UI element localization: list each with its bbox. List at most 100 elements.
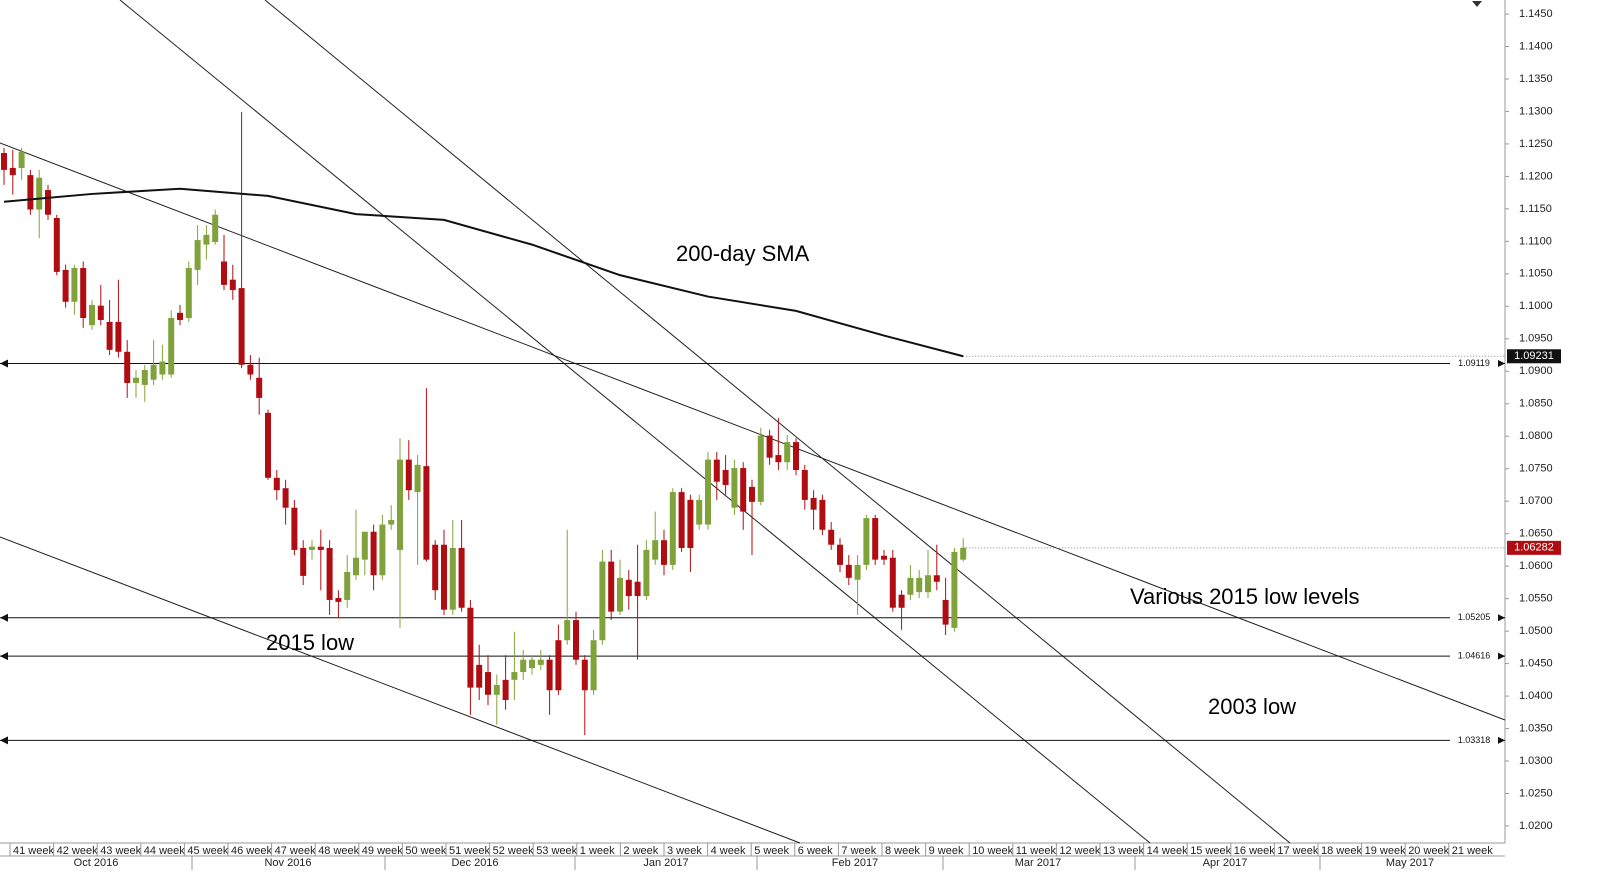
x-tick-label: 21 week [1452,845,1493,857]
y-tick-label: 1.1350 [1519,73,1553,85]
candle-body [326,547,333,600]
level-arrow [0,359,8,368]
x-tick-label: 6 week [798,845,833,857]
candle-body [397,459,403,550]
candle-body [652,540,659,560]
level-arrow [1497,359,1505,368]
y-tick-label: 1.1450 [1519,8,1553,20]
level-arrow [1497,652,1505,661]
y-tick-label: 1.0450 [1519,658,1553,670]
y-tick-label: 1.0750 [1519,463,1553,475]
price-tag-label: 1.06282 [1514,542,1554,554]
candle-body [106,321,113,350]
candle-body [80,267,87,319]
candle-body [317,546,324,550]
candle-body [282,488,289,508]
candle-body [564,620,571,641]
month-label: Oct 2016 [74,857,119,869]
candle-body [18,151,25,168]
y-tick-label: 1.0600 [1519,560,1553,572]
price-tag-label: 1.09231 [1514,350,1554,362]
candle-body [168,318,175,375]
candle-body [810,497,817,510]
y-tick-label: 1.1250 [1519,138,1553,150]
candle-body [705,459,711,525]
month-label: Jan 2017 [643,857,688,869]
candle-body [291,507,298,550]
candle-body [449,547,456,610]
candle-body [476,664,483,688]
candle-body [1,153,7,170]
candle-body [634,581,641,597]
candle-body [784,442,791,463]
candle-body [353,557,359,576]
candle-body [247,364,254,375]
trend-line [264,0,1291,844]
y-tick-label: 1.0250 [1519,787,1553,799]
x-tick-label: 2 week [623,845,658,857]
candle-body [300,547,307,576]
y-tick-label: 1.0800 [1519,430,1553,442]
candle-body [256,377,263,398]
candle-body [608,561,615,612]
y-tick-label: 1.0500 [1519,625,1553,637]
month-label: May 2017 [1386,857,1434,869]
candle-body [388,520,395,525]
y-tick-label: 1.0550 [1519,593,1553,605]
x-tick-label: 19 week [1365,845,1406,857]
candle-body [828,529,835,545]
level-label: 1.04616 [1458,650,1491,660]
x-tick-label: 11 week [1016,845,1057,857]
month-label: Nov 2016 [264,857,311,869]
x-tick-label: 44 week [144,845,185,857]
candle-body [863,518,870,565]
candle-body [617,577,623,612]
candle-body [89,305,95,326]
x-tick-label: 3 week [667,845,702,857]
level-arrow [0,652,8,661]
candle-body [124,351,131,383]
trend-line [0,536,801,844]
candle-body [9,167,16,176]
candle-body [757,435,764,502]
candle-body [344,572,351,600]
level-arrow [1497,613,1505,622]
candle-body [27,175,34,210]
candle-body [335,597,342,602]
menu-arrow[interactable] [1472,1,1482,7]
candle-body [159,361,166,375]
x-tick-label: 50 week [405,845,446,857]
candle-body [740,468,747,512]
candle-body [696,499,703,525]
candle-body [467,607,474,688]
trend-lines [0,0,1506,844]
candle-body [370,531,377,576]
month-label: Apr 2017 [1203,857,1248,869]
candle-body [625,579,632,597]
y-tick-label: 1.1000 [1519,300,1553,312]
x-tick-label: 17 week [1277,845,1318,857]
x-tick-label: 48 week [318,845,359,857]
month-separators [191,856,1321,870]
x-tick-label: 12 week [1059,845,1100,857]
candle-body [819,499,826,530]
candle-body [150,364,157,380]
price-tag [1507,349,1561,364]
y-tick-label: 1.0300 [1519,755,1553,767]
candle-body [53,217,60,272]
candle-body [97,305,104,320]
x-tick-label: 51 week [449,845,490,857]
y-tick-label: 1.1400 [1519,40,1553,52]
candle-body [36,177,43,210]
candle-body [669,492,676,565]
y-tick-label: 1.0700 [1519,495,1553,507]
y-tick-label: 1.1100 [1519,235,1552,247]
candle-body [845,564,852,578]
candle-body [405,459,412,491]
candle-body [942,599,949,625]
candle-body [722,470,729,485]
level-arrow [0,613,8,622]
candle-body [177,312,183,320]
